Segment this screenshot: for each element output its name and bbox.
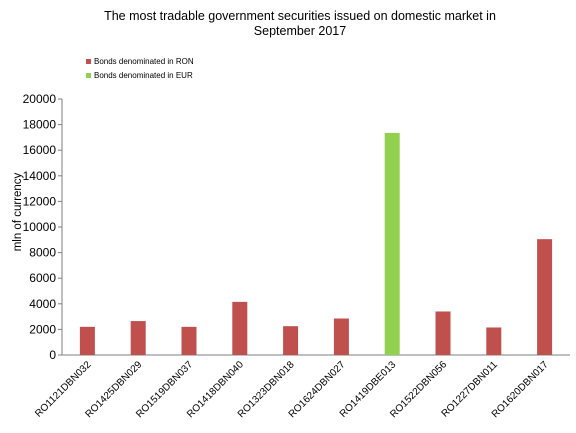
bar-ro1519dbn037 xyxy=(181,326,197,355)
legend: Bonds denominated in RON Bonds denominat… xyxy=(86,57,194,80)
y-axis-title: mln of currency xyxy=(12,172,24,251)
y-tick-label-4: 8000 xyxy=(29,246,56,260)
x-tick-label-9: RO1620DBN017 xyxy=(490,359,551,420)
y-tick-label-10: 20000 xyxy=(23,92,57,106)
plot-area: 0 2000 4000 6000 8000 10000 12000 14000 16000 180… xyxy=(23,92,570,420)
bar-ro1425dbn029 xyxy=(130,321,146,355)
bar-ro1323dbn018 xyxy=(283,326,299,355)
chart-title-line-2: September 2017 xyxy=(254,24,346,38)
chart-title-line-1: The most tradable government securities … xyxy=(104,9,496,23)
bar-ro1624dbn027 xyxy=(333,318,349,355)
y-tick-label-6: 12000 xyxy=(23,194,57,208)
bar-ro1418dbn040 xyxy=(232,301,248,355)
y-tick-label-8: 16000 xyxy=(23,143,57,157)
y-tick-label-2: 4000 xyxy=(29,297,56,311)
y-tick-label-3: 6000 xyxy=(29,271,56,285)
y-tick-label-9: 18000 xyxy=(23,118,57,132)
bar-ro1227dbn011 xyxy=(486,327,502,355)
y-tick-label-1: 2000 xyxy=(29,322,56,336)
legend-swatch-ron xyxy=(86,59,91,64)
bar-ro1419dbe013 xyxy=(384,132,400,355)
bar-ro1121dbn032 xyxy=(79,326,95,355)
legend-label-eur: Bonds denominated in EUR xyxy=(94,71,193,80)
y-tick-label-0: 0 xyxy=(49,348,56,362)
legend-swatch-eur xyxy=(86,73,91,78)
bar-ro1522dbn056 xyxy=(435,311,451,355)
y-tick-label-7: 14000 xyxy=(23,169,57,183)
y-tick-label-5: 10000 xyxy=(23,220,57,234)
legend-label-ron: Bonds denominated in RON xyxy=(94,57,194,66)
bar-ro1620dbn017 xyxy=(537,239,553,355)
